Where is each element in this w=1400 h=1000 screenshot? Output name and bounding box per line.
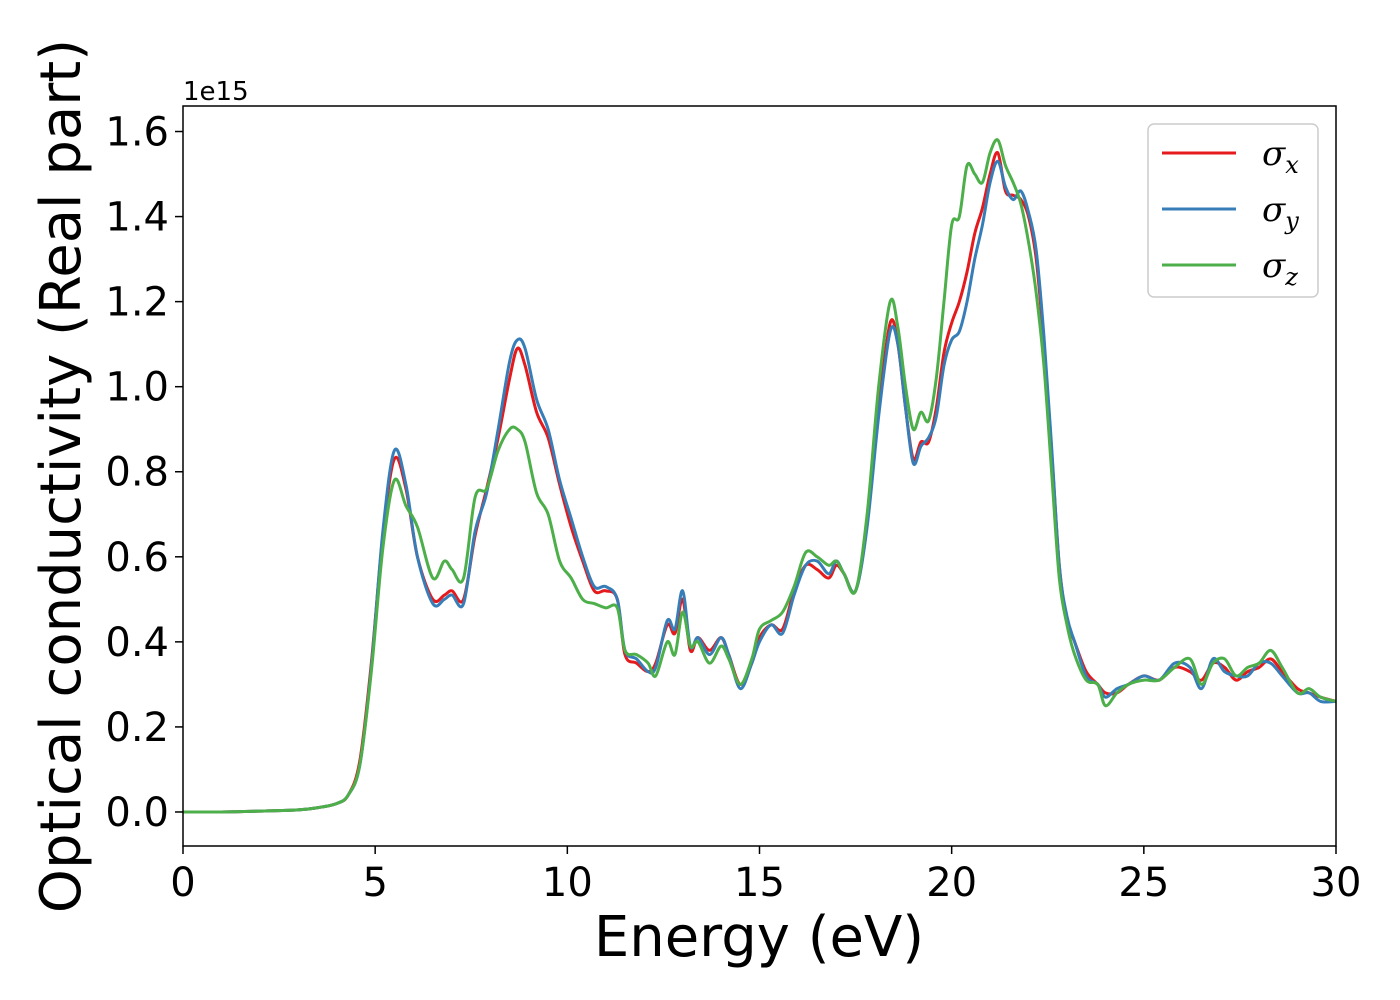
x-tick-label: 30 (1311, 860, 1362, 906)
legend: σx σy σz (1147, 123, 1319, 298)
series-layer (183, 138, 1336, 814)
y-tick-label: 0.4 (105, 620, 169, 666)
x-tick-label: 25 (1118, 860, 1169, 906)
y-tick-label: 0.0 (105, 790, 169, 836)
series-line-y (183, 159, 1336, 814)
x-tick-label: 10 (542, 860, 593, 906)
y-tick-label: 1.0 (105, 365, 169, 411)
x-tick-label: 20 (926, 860, 977, 906)
y-tick-label: 0.8 (105, 450, 169, 496)
x-tick-label: 5 (362, 860, 387, 906)
y-tick-label: 0.6 (105, 535, 169, 581)
series-line-z (183, 138, 1336, 814)
legend-label-x: σx (1262, 134, 1299, 179)
x-axis: 0 5 10 15 20 25 30 (170, 846, 1361, 906)
y-tick-label: 1.6 (105, 110, 169, 156)
legend-label-y: σy (1262, 190, 1299, 235)
x-axis-title: Energy (eV) (594, 905, 924, 970)
y-axis-title: Optical conductivity (Real part) (29, 39, 94, 913)
y-tick-label: 1.2 (105, 280, 169, 326)
y-offset-label: 1e15 (183, 77, 249, 107)
legend-label-z: σz (1262, 246, 1298, 291)
y-tick-label: 0.2 (105, 705, 169, 751)
x-tick-label: 0 (170, 860, 195, 906)
y-axis: 0.0 0.2 0.4 0.6 0.8 1.0 1.2 1.4 1.6 (105, 110, 183, 836)
x-tick-label: 15 (734, 860, 785, 906)
y-tick-label: 1.4 (105, 195, 169, 241)
